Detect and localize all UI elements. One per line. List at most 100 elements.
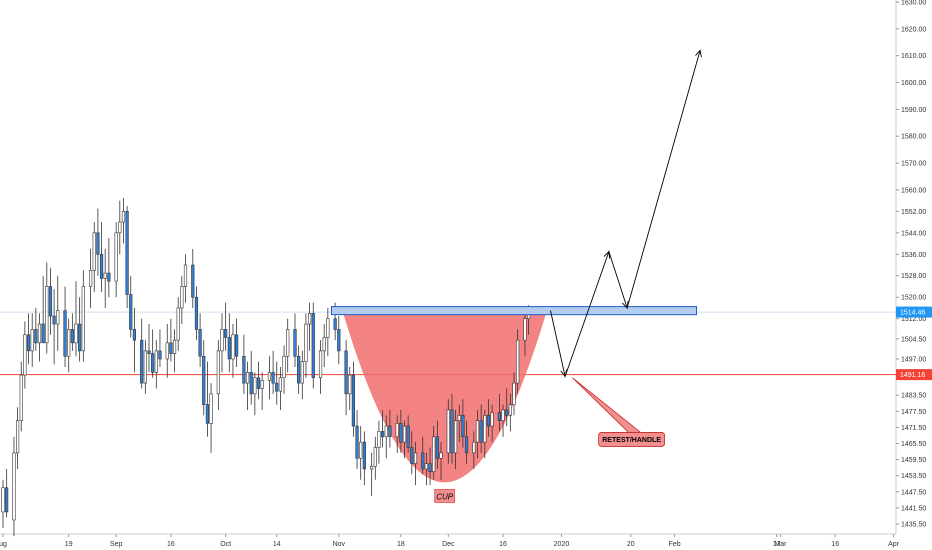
candle-body	[154, 350, 158, 373]
candle	[486, 399, 491, 437]
candle-body	[172, 339, 177, 354]
candle-body	[220, 329, 224, 352]
candle-body	[464, 436, 469, 454]
candle-body	[26, 334, 31, 352]
x-tick-label: 16	[831, 541, 839, 548]
candle	[373, 436, 377, 480]
candle-body	[143, 350, 147, 384]
candle-body	[209, 393, 213, 424]
candle	[464, 420, 469, 464]
candle-body	[275, 382, 279, 392]
y-tick-label: 1544.00	[901, 230, 926, 237]
candle	[377, 420, 381, 464]
price-axis[interactable]: 1435.50 1441.50 1447.50 1453.50 1459.50 1465.…	[895, 0, 926, 534]
candle	[227, 313, 231, 373]
candle	[30, 313, 34, 367]
cup-label-text: CUP	[436, 492, 454, 501]
candle	[326, 307, 330, 357]
candle	[224, 302, 228, 351]
candle	[143, 340, 147, 394]
x-tick-label: Apr	[888, 541, 900, 548]
candle	[176, 297, 180, 351]
candle-body	[373, 447, 377, 467]
candle	[428, 447, 432, 486]
candle	[235, 318, 239, 367]
candle	[81, 270, 85, 362]
candle	[96, 208, 100, 276]
candle	[501, 404, 505, 437]
candle-body	[191, 264, 195, 298]
candle-body	[267, 372, 272, 381]
candle	[384, 415, 388, 459]
callout-text: RETEST/HANDLE	[602, 437, 661, 444]
candle-body	[169, 342, 173, 354]
candle	[490, 404, 494, 443]
candle	[158, 329, 162, 367]
candle-body	[453, 420, 458, 454]
candle-body	[479, 420, 483, 443]
candle	[245, 361, 250, 410]
candle-body	[435, 436, 439, 459]
y-tick-label: 1570.00	[901, 161, 926, 168]
candle	[380, 409, 385, 448]
projection-arrowhead	[560, 369, 568, 378]
candle-body	[132, 329, 137, 341]
candle-body	[384, 425, 388, 438]
candle-body	[180, 286, 184, 309]
candle-body	[475, 420, 480, 443]
candle	[52, 289, 56, 365]
candle	[322, 324, 326, 367]
resistance-zone	[331, 306, 697, 316]
price-badge-box	[896, 369, 932, 381]
x-tick-label: Oct	[220, 541, 231, 548]
candle-body	[512, 382, 516, 405]
candle-body	[245, 372, 250, 384]
candle	[198, 313, 202, 367]
x-tick-label: Mar	[774, 541, 787, 548]
x-tick-label: ug	[0, 541, 7, 548]
candle	[249, 350, 253, 405]
candle	[147, 324, 151, 373]
candle	[74, 281, 78, 357]
x-tick-label: 19	[65, 541, 73, 548]
candle	[278, 366, 283, 410]
candle	[359, 426, 363, 480]
candle-body	[421, 452, 425, 470]
candle-body	[304, 323, 308, 362]
candle-body	[202, 355, 206, 405]
candle	[457, 404, 461, 443]
y-tick-label: 1435.50	[901, 522, 926, 529]
candle-body	[300, 361, 304, 384]
candle	[523, 307, 527, 357]
candle-body	[107, 272, 111, 282]
candle-body	[176, 307, 180, 341]
candle	[180, 275, 184, 325]
candle-body	[260, 380, 264, 389]
candle-body	[92, 232, 96, 271]
candle-body	[450, 409, 454, 454]
candle-body	[12, 452, 16, 521]
candle	[256, 361, 261, 400]
candle-body	[30, 329, 34, 352]
candle	[508, 393, 512, 432]
candle-body	[508, 404, 512, 416]
price-badge-box	[896, 306, 932, 318]
candle	[103, 248, 107, 308]
candle	[516, 329, 520, 394]
x-tick-label: 14	[273, 541, 281, 548]
candle-body	[125, 211, 129, 295]
candle	[99, 222, 104, 292]
candle-body	[380, 431, 385, 438]
candle	[34, 307, 38, 351]
candle	[413, 442, 418, 486]
candle	[125, 205, 129, 308]
candle-body	[63, 310, 67, 357]
candle-body	[256, 377, 261, 389]
x-tick-label: 20	[627, 541, 635, 548]
candle-body	[516, 339, 520, 384]
candle	[307, 302, 312, 351]
x-tick-label: Feb	[669, 541, 681, 548]
candle	[505, 388, 509, 427]
